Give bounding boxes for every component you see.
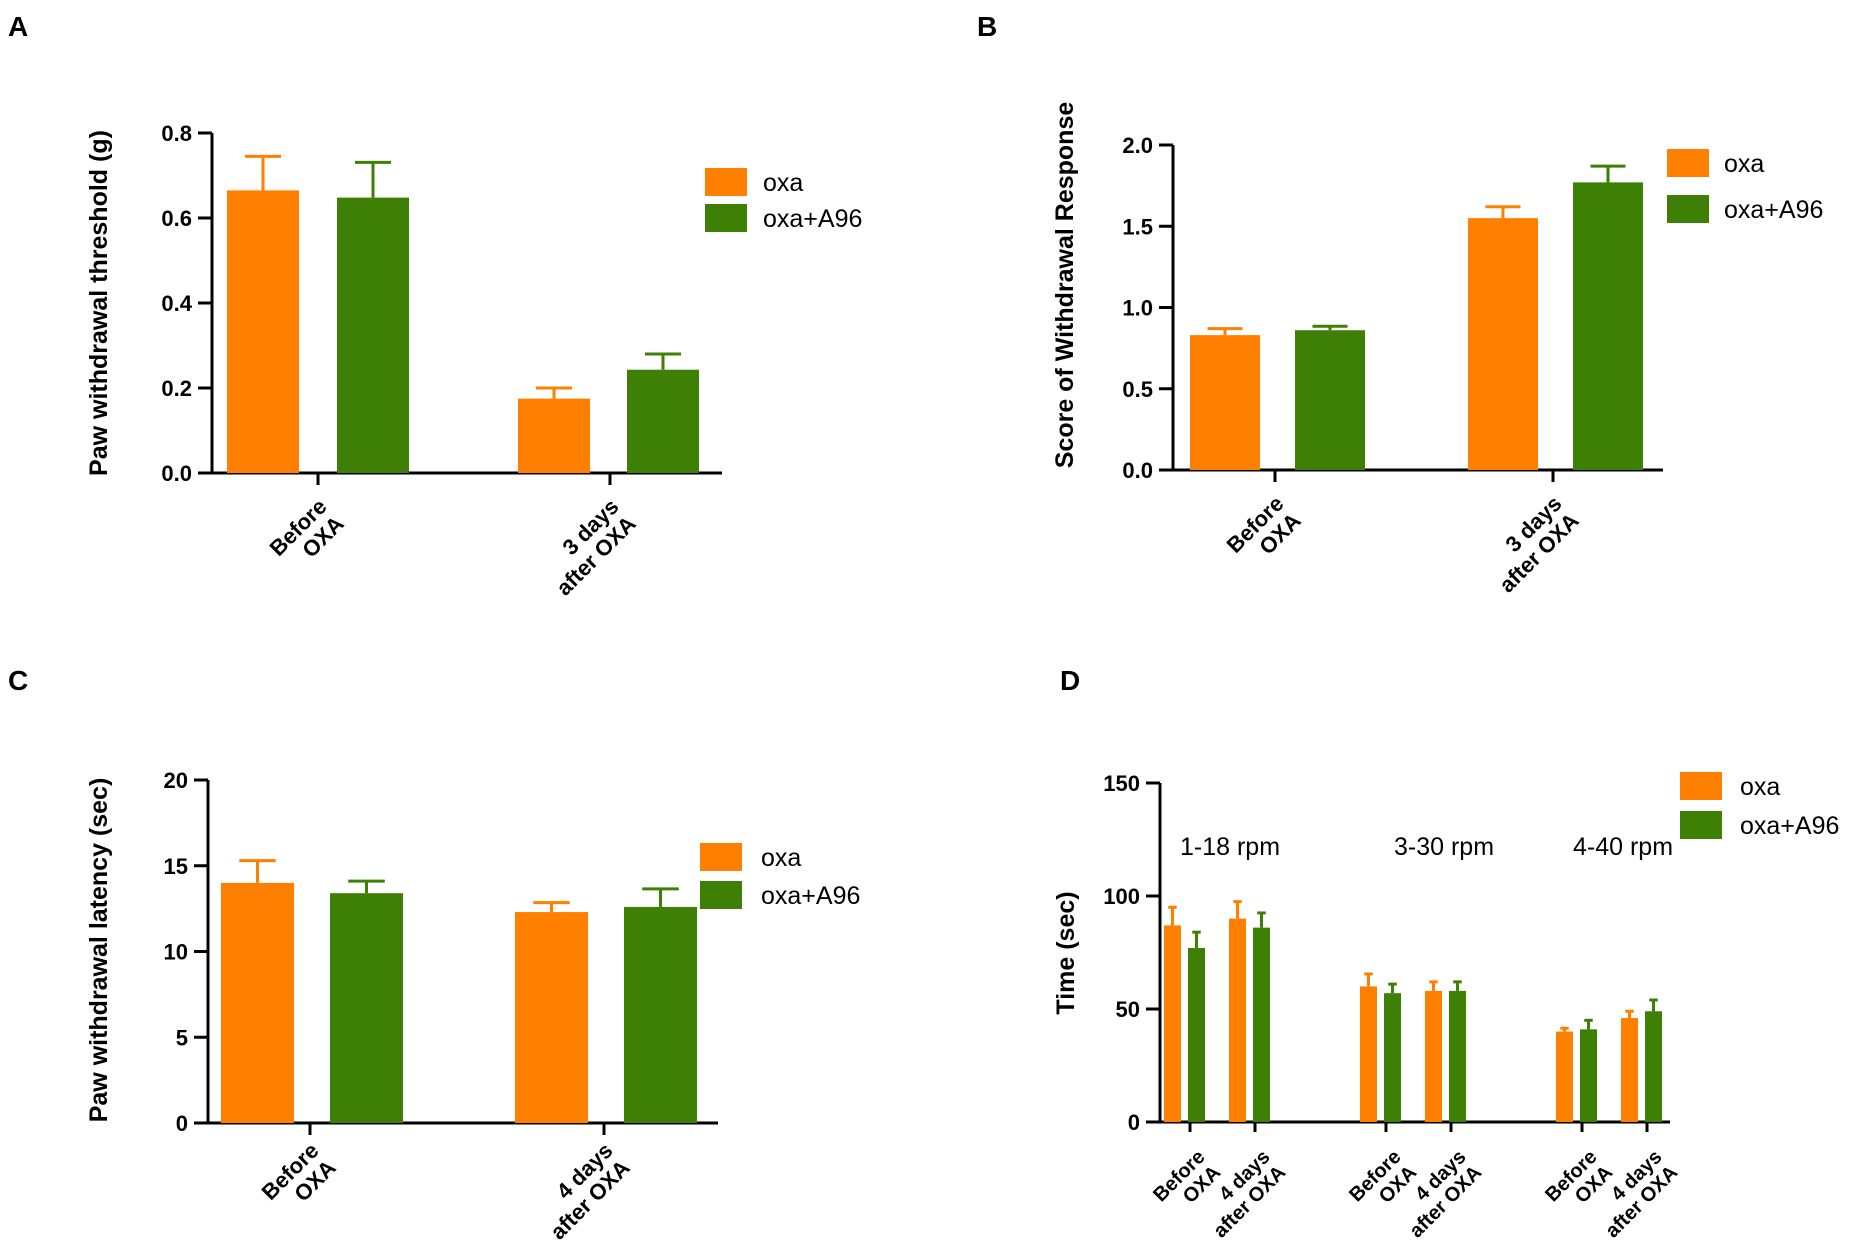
category-label: BeforeOXA <box>1222 491 1306 575</box>
bar <box>1229 918 1246 1122</box>
category-label: 3 daysafter OXA <box>1477 491 1584 598</box>
speed-group-label: 3-30 rpm <box>1394 833 1494 861</box>
bar <box>1188 947 1205 1122</box>
category-label: BeforeOXA <box>265 494 349 578</box>
bar <box>1580 1029 1597 1122</box>
panel-a: A 0.0 0.2 0.4 0.6 0.8 Paw withdrawal threshold… <box>8 11 862 600</box>
y-tick-label: 2.0 <box>1122 133 1153 158</box>
legend-label-oxa: oxa <box>761 844 801 872</box>
legend-swatch-oxa <box>700 843 742 871</box>
bar <box>221 882 294 1123</box>
bar <box>227 190 299 473</box>
bar <box>1449 990 1466 1122</box>
bar <box>1645 1011 1662 1122</box>
legend-label-oxa: oxa <box>763 169 803 197</box>
y-axis-label: Score of Withdrawal Response <box>1051 102 1079 469</box>
legend-label-oxa-a96: oxa+A96 <box>1740 812 1839 840</box>
category-label: BeforeOXA <box>1149 1146 1225 1222</box>
category-label: 4 daysafter OXA <box>528 1138 635 1245</box>
legend-swatch-oxa <box>1667 149 1709 177</box>
y-tick-label: 5 <box>176 1025 188 1050</box>
panel-c: C 0 5 10 15 20 Paw withdrawal latency (sec) Bef… <box>8 665 860 1244</box>
panel-letter: B <box>977 11 997 42</box>
y-tick-label: 150 <box>1103 771 1140 796</box>
legend-swatch-oxa <box>705 168 747 196</box>
bar <box>624 906 697 1123</box>
panel-letter: D <box>1060 665 1080 696</box>
legend-swatch-oxa-a96 <box>700 881 742 909</box>
panel-b: B 0.0 0.5 1.0 1.5 2.0 Score of Withdrawal Resp… <box>977 11 1823 597</box>
panel-letter: A <box>8 11 28 42</box>
y-tick-label: 0 <box>176 1111 188 1136</box>
y-tick-label: 0.4 <box>161 291 192 316</box>
legend-swatch-oxa-a96 <box>1667 195 1709 223</box>
legend-label-oxa: oxa <box>1724 150 1764 178</box>
category-label: BeforeOXA <box>1345 1146 1421 1222</box>
bar <box>1621 1018 1638 1122</box>
bar <box>1360 986 1377 1122</box>
legend-swatch-oxa-a96 <box>705 204 747 232</box>
y-tick-label: 50 <box>1116 997 1140 1022</box>
speed-group-label: 1-18 rpm <box>1180 833 1280 861</box>
bar <box>1573 182 1643 470</box>
category-label: BeforeOXA <box>1541 1146 1617 1222</box>
y-tick-label: 20 <box>164 768 188 793</box>
y-tick-label: 1.5 <box>1122 214 1153 239</box>
category-label: BeforeOXA <box>257 1138 341 1222</box>
legend-label-oxa-a96: oxa+A96 <box>763 205 862 233</box>
bar <box>1468 218 1538 470</box>
y-tick-label: 0.2 <box>161 376 192 401</box>
bar <box>1425 990 1442 1122</box>
bar <box>518 398 590 473</box>
bar <box>1384 993 1401 1122</box>
y-tick-label: 0 <box>1128 1110 1140 1135</box>
bar <box>337 197 409 473</box>
y-tick-label: 0.0 <box>161 461 192 486</box>
y-axis-label: Time (sec) <box>1052 891 1080 1014</box>
bar <box>627 369 699 473</box>
y-tick-label: 1.0 <box>1122 296 1153 321</box>
legend-label-oxa-a96: oxa+A96 <box>761 882 860 910</box>
y-tick-label: 0.6 <box>161 206 192 231</box>
legend-label-oxa-a96: oxa+A96 <box>1724 196 1823 224</box>
y-tick-label: 0.8 <box>161 121 192 146</box>
bar <box>330 893 403 1123</box>
bar <box>515 912 588 1123</box>
y-tick-label: 100 <box>1103 884 1140 909</box>
category-label: 3 daysafter OXA <box>534 494 641 601</box>
y-tick-label: 0.0 <box>1122 458 1153 483</box>
y-axis-label: Paw withdrawal threshold (g) <box>85 130 113 476</box>
speed-group-label: 4-40 rpm <box>1573 833 1673 861</box>
y-tick-label: 10 <box>164 940 188 965</box>
bar <box>1295 330 1365 470</box>
panel-letter: C <box>8 665 28 696</box>
legend-swatch-oxa-a96 <box>1680 811 1722 839</box>
bar <box>1190 335 1260 470</box>
y-tick-label: 0.5 <box>1122 377 1153 402</box>
y-tick-label: 15 <box>164 854 188 879</box>
bar <box>1164 925 1181 1122</box>
bar <box>1556 1031 1573 1122</box>
bar <box>1253 927 1270 1122</box>
legend-label-oxa: oxa <box>1740 773 1780 801</box>
legend-swatch-oxa <box>1680 772 1722 800</box>
y-axis-label: Paw withdrawal latency (sec) <box>85 778 113 1123</box>
